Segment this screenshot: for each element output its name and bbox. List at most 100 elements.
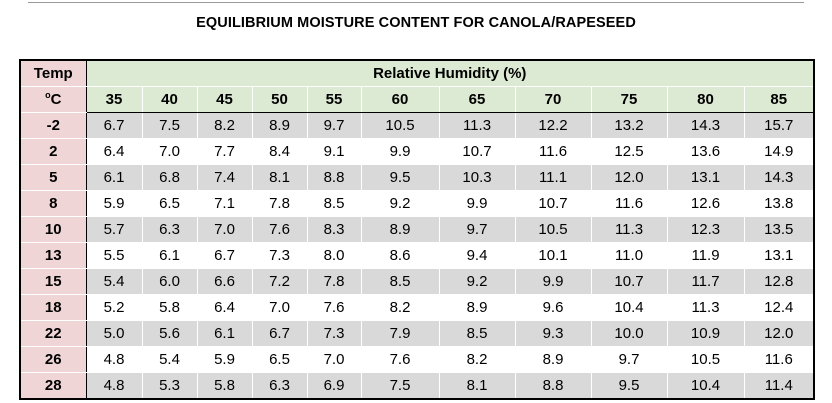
emc-value-cell: 11.6: [590, 190, 668, 217]
emc-value-cell: 10.4: [666, 372, 745, 400]
emc-value-cell: 10.5: [666, 346, 745, 373]
table-row: 28 4.8 5.3 5.8 6.3 6.9 7.5 8.1 8.8 9.5 10.4 11.4: [19, 372, 815, 400]
emc-value-cell: 7.5: [141, 112, 198, 139]
emc-value-cell: 8.3: [306, 216, 362, 243]
emc-value-cell: 8.5: [438, 320, 516, 347]
emc-value-cell: 7.9: [360, 320, 440, 347]
emc-value-cell: 7.0: [306, 346, 362, 373]
temp-value-cell: 26: [19, 346, 87, 373]
emc-value-cell: 8.9: [360, 216, 440, 243]
table-row: 26 4.8 5.4 5.9 6.5 7.0 7.6 8.2 8.9 9.7 10.5 11.6: [19, 346, 815, 373]
emc-value-cell: 9.2: [438, 268, 516, 295]
emc-value-cell: 6.5: [141, 190, 198, 217]
emc-value-cell: 4.8: [85, 372, 143, 400]
emc-value-cell: 9.9: [360, 138, 440, 165]
emc-value-cell: 9.5: [590, 372, 668, 400]
emc-value-cell: 12.8: [743, 268, 815, 295]
emc-value-cell: 12.0: [590, 164, 668, 191]
emc-value-cell: 8.1: [438, 372, 516, 400]
emc-value-cell: 5.5: [85, 242, 143, 269]
emc-value-cell: 5.4: [141, 346, 198, 373]
emc-value-cell: 10.9: [666, 320, 745, 347]
emc-value-cell: 7.6: [306, 294, 362, 321]
emc-value-cell: 8.1: [251, 164, 308, 191]
emc-value-cell: 6.7: [251, 320, 308, 347]
emc-value-cell: 11.7: [666, 268, 745, 295]
emc-value-cell: 13.1: [666, 164, 745, 191]
emc-value-cell: 12.2: [514, 112, 592, 139]
emc-value-cell: 7.3: [306, 320, 362, 347]
emc-value-cell: 12.5: [590, 138, 668, 165]
emc-value-cell: 6.6: [196, 268, 253, 295]
temp-value-cell: 15: [19, 268, 87, 295]
emc-value-cell: 10.7: [514, 190, 592, 217]
temp-value-cell: 8: [19, 190, 87, 217]
emc-value-cell: 8.9: [514, 346, 592, 373]
emc-value-cell: 6.1: [85, 164, 143, 191]
emc-value-cell: 11.3: [666, 294, 745, 321]
emc-value-cell: 14.3: [743, 164, 815, 191]
temp-value-cell: 22: [19, 320, 87, 347]
emc-value-cell: 11.6: [514, 138, 592, 165]
table-row: 2 6.4 7.0 7.7 8.4 9.1 9.9 10.7 11.6 12.5 13.6 14.9: [19, 138, 815, 165]
emc-value-cell: 7.8: [251, 190, 308, 217]
temp-value-cell: 10: [19, 216, 87, 243]
table-row: 10 5.7 6.3 7.0 7.6 8.3 8.9 9.7 10.5 11.3 12.3 13.5: [19, 216, 815, 243]
table-row: 22 5.0 5.6 6.1 6.7 7.3 7.9 8.5 9.3 10.0 10.9 12.0: [19, 320, 815, 347]
emc-value-cell: 11.6: [743, 346, 815, 373]
rh-column-header: 65: [438, 86, 516, 113]
temp-value-cell: 18: [19, 294, 87, 321]
table-row: -2 6.7 7.5 8.2 8.9 9.7 10.5 11.3 12.2 13.2 14.3 15.…: [19, 112, 815, 139]
emc-value-cell: 13.2: [590, 112, 668, 139]
emc-value-cell: 8.8: [514, 372, 592, 400]
temp-value-cell: 13: [19, 242, 87, 269]
emc-value-cell: 5.4: [85, 268, 143, 295]
temp-header-label: Temp: [19, 59, 87, 87]
emc-value-cell: 11.4: [743, 372, 815, 400]
emc-value-cell: 6.9: [306, 372, 362, 400]
emc-value-cell: 6.0: [141, 268, 198, 295]
emc-value-cell: 12.4: [743, 294, 815, 321]
rh-column-header: 80: [666, 86, 745, 113]
emc-value-cell: 8.0: [306, 242, 362, 269]
emc-value-cell: 6.7: [85, 112, 143, 139]
emc-value-cell: 6.7: [196, 242, 253, 269]
emc-value-cell: 6.5: [251, 346, 308, 373]
emc-value-cell: 9.7: [590, 346, 668, 373]
emc-value-cell: 10.7: [590, 268, 668, 295]
emc-value-cell: 10.5: [514, 216, 592, 243]
emc-value-cell: 4.8: [85, 346, 143, 373]
rh-column-header: 50: [251, 86, 308, 113]
table-row: 13 5.5 6.1 6.7 7.3 8.0 8.6 9.4 10.1 11.0 11.9 13.1: [19, 242, 815, 269]
rh-column-header: 85: [743, 86, 815, 113]
table-body: -2 6.7 7.5 8.2 8.9 9.7 10.5 11.3 12.2 13.2 14.3 15.…: [19, 112, 815, 400]
emc-value-cell: 7.6: [360, 346, 440, 373]
emc-value-cell: 13.5: [743, 216, 815, 243]
relative-humidity-header: Relative Humidity (%): [85, 59, 815, 87]
emc-value-cell: 8.2: [196, 112, 253, 139]
emc-value-cell: 6.4: [196, 294, 253, 321]
emc-value-cell: 10.7: [438, 138, 516, 165]
emc-value-cell: 9.7: [306, 112, 362, 139]
emc-value-cell: 9.3: [514, 320, 592, 347]
temp-value-cell: 2: [19, 138, 87, 165]
emc-value-cell: 8.9: [251, 112, 308, 139]
emc-value-cell: 5.7: [85, 216, 143, 243]
temp-unit-header: oC: [19, 86, 87, 113]
emc-value-cell: 12.3: [666, 216, 745, 243]
emc-value-cell: 8.5: [306, 190, 362, 217]
emc-value-cell: 7.1: [196, 190, 253, 217]
emc-value-cell: 7.5: [360, 372, 440, 400]
emc-value-cell: 6.1: [141, 242, 198, 269]
emc-value-cell: 9.1: [306, 138, 362, 165]
emc-value-cell: 8.9: [438, 294, 516, 321]
emc-value-cell: 8.2: [360, 294, 440, 321]
emc-value-cell: 5.2: [85, 294, 143, 321]
rh-column-header: 40: [141, 86, 198, 113]
emc-value-cell: 7.0: [196, 216, 253, 243]
emc-value-cell: 6.1: [196, 320, 253, 347]
emc-value-cell: 6.3: [141, 216, 198, 243]
emc-value-cell: 5.6: [141, 320, 198, 347]
emc-value-cell: 9.4: [438, 242, 516, 269]
emc-value-cell: 10.4: [590, 294, 668, 321]
